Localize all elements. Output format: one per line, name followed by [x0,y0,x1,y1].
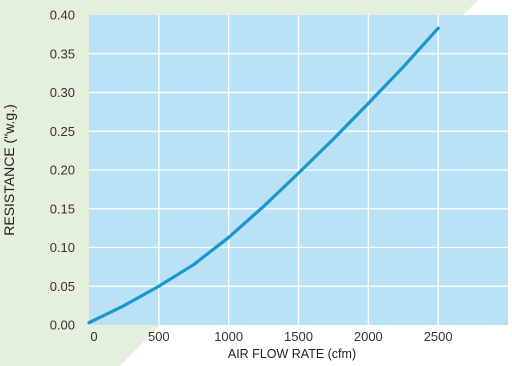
y-tick-label: 0.25 [50,124,75,139]
y-tick-label: 0.15 [50,201,75,216]
y-tick-label: 0.10 [50,240,75,255]
data-point [401,65,405,69]
x-tick-label: 500 [148,329,170,344]
data-point [262,205,265,208]
x-axis-ticks: 0 500 1000 1500 2000 2500 [90,329,452,344]
y-axis-title: RESISTANCE ("w.g.) [1,104,17,236]
x-tick-label: 2000 [354,329,383,344]
data-point [122,304,126,308]
data-point [157,284,161,288]
data-point [297,171,300,175]
x-tick-label: 1500 [284,329,313,344]
y-tick-label: 0.40 [50,8,75,23]
y-tick-label: 0.20 [50,163,75,178]
series-points [87,26,440,325]
data-point [87,321,91,325]
data-point [436,26,440,30]
y-axis-ticks: 0.00 0.05 0.10 0.15 0.20 0.25 0.30 0.35 0.40 [50,8,75,333]
y-tick-label: 0.35 [50,46,75,61]
y-tick-label: 0.00 [50,318,75,333]
x-tick-label: 1000 [214,329,243,344]
x-tick-label: 0 [90,329,97,344]
x-tick-label: 2500 [424,329,453,344]
data-point [366,101,370,105]
y-tick-label: 0.05 [50,279,75,294]
data-point [227,236,231,239]
data-point [332,137,335,141]
horizontal-gridlines [89,53,508,287]
y-tick-label: 0.30 [50,85,75,100]
data-point [192,263,196,266]
x-axis-title: AIR FLOW RATE (cfm) [228,347,356,361]
